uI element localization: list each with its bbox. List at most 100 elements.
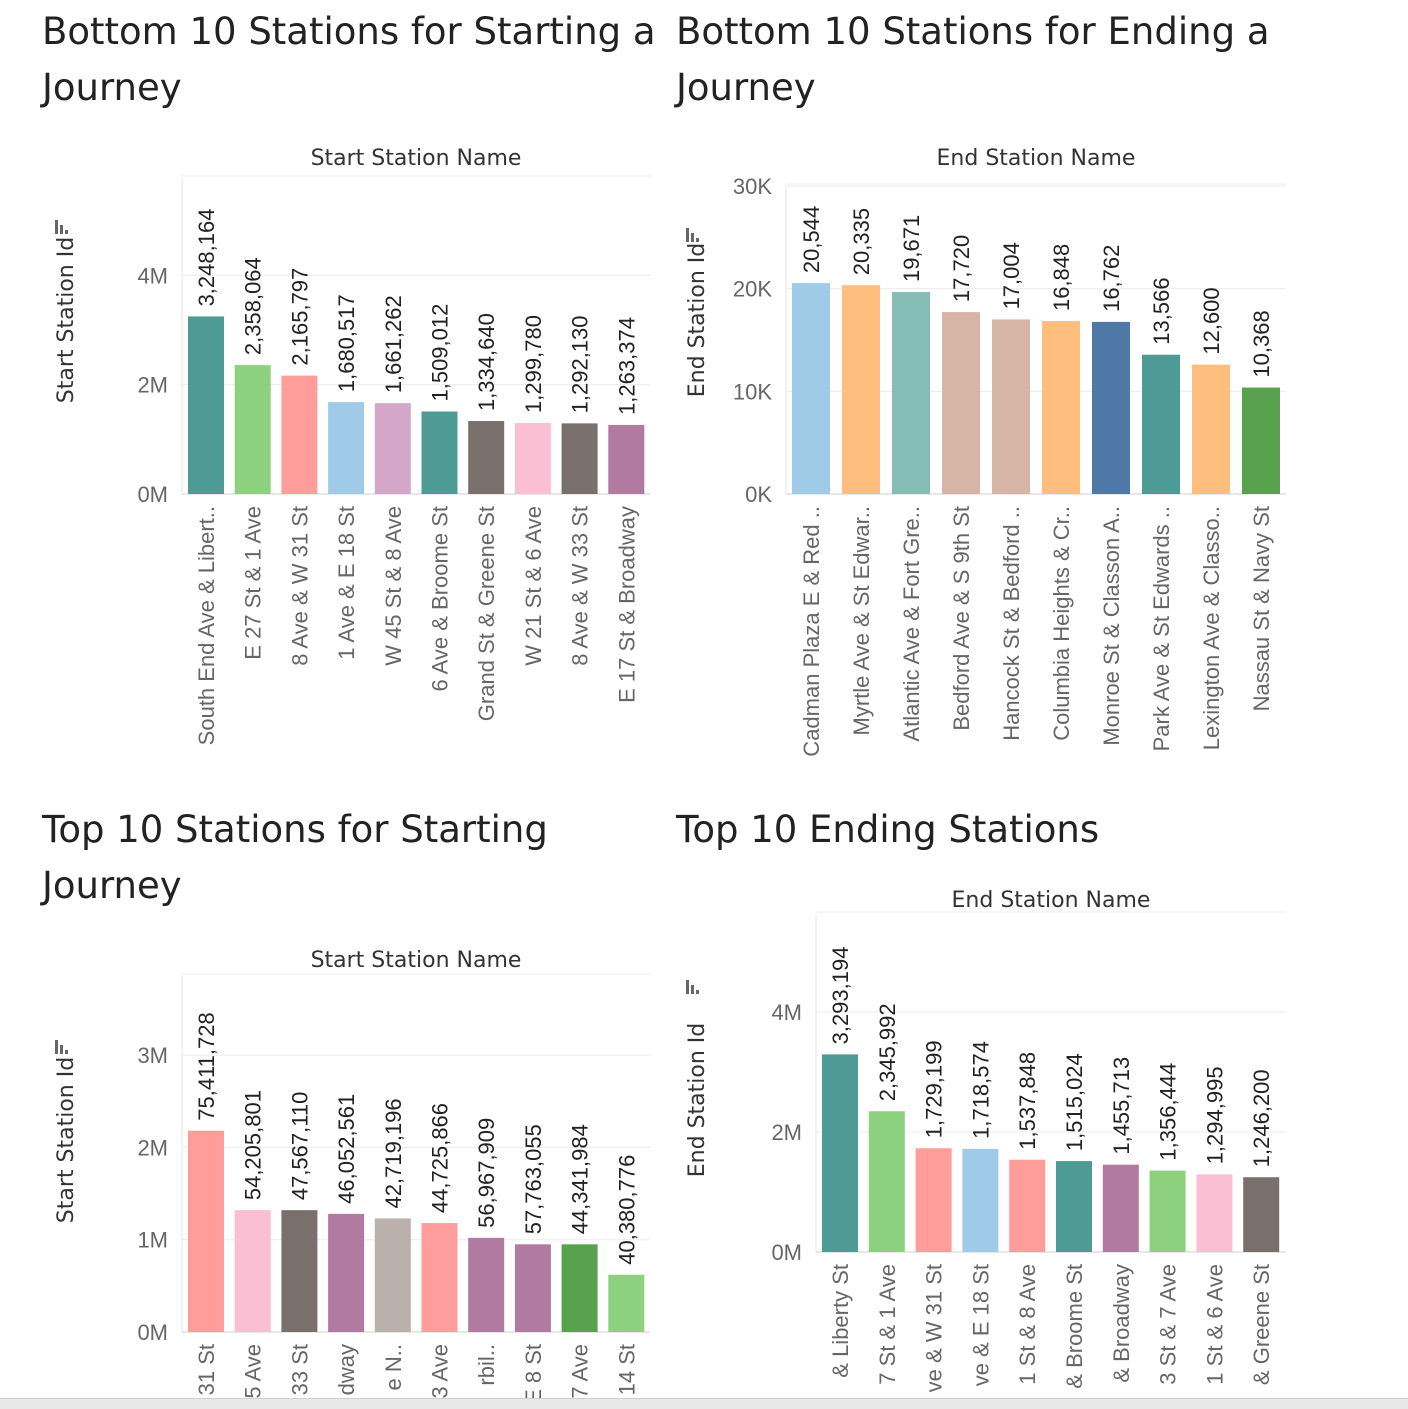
bar[interactable] — [1196, 1174, 1233, 1252]
sort-icon[interactable] — [55, 220, 68, 234]
x-tick-label: Cadman Plaza E & Red .. — [799, 506, 824, 757]
bar[interactable] — [608, 1274, 645, 1332]
bar[interactable] — [1009, 1159, 1046, 1252]
bar[interactable] — [608, 424, 645, 494]
bar[interactable] — [234, 1210, 271, 1332]
x-tick-label: Nassau St & Navy St — [1249, 506, 1274, 711]
x-tick-label: ve & E 18 St — [968, 1264, 993, 1386]
data-label: 13,566 — [1149, 277, 1174, 344]
panel-top-start: Top 10 Stations for Starting Journey Sta… — [0, 800, 660, 1404]
data-label: 1,661,262 — [381, 295, 406, 393]
bar[interactable] — [792, 283, 830, 494]
bar[interactable] — [1102, 1164, 1139, 1252]
bar[interactable] — [188, 316, 224, 494]
x-tick-label: 8 Ave & W 31 St — [287, 506, 312, 666]
x-tick-label: E 27 St & 1 Ave — [241, 506, 266, 660]
sort-icon[interactable] — [55, 1040, 68, 1054]
bar[interactable] — [374, 403, 411, 494]
bar[interactable] — [1192, 364, 1230, 494]
bar[interactable] — [468, 1237, 505, 1332]
x-tick-label: 33 St — [287, 1344, 312, 1395]
bar[interactable] — [561, 1244, 598, 1332]
data-label: 1,263,374 — [614, 317, 639, 415]
column-header: End Station Name — [952, 888, 1151, 913]
bar[interactable] — [892, 292, 930, 494]
y-tick-label: 0M — [137, 482, 168, 507]
x-tick-label: 1 Ave & E 18 St — [334, 506, 359, 660]
bar[interactable] — [842, 285, 880, 494]
bar[interactable] — [514, 422, 551, 494]
bar[interactable] — [992, 319, 1030, 494]
x-tick-label: 3 Ave — [428, 1344, 453, 1399]
x-tick-label: rbil.. — [474, 1344, 499, 1386]
bar[interactable] — [234, 365, 271, 494]
bar[interactable] — [281, 1210, 318, 1332]
data-label: 1,334,640 — [474, 313, 499, 411]
y-tick-label: 0K — [745, 482, 772, 507]
bar[interactable] — [421, 411, 458, 494]
x-tick-label: 8 Ave & W 33 St — [568, 506, 593, 666]
x-tick-label: W 45 St & 8 Ave — [381, 506, 406, 666]
data-label: 20,544 — [799, 206, 824, 273]
data-label: 1,294,995 — [1202, 1066, 1227, 1164]
data-label: 1,356,444 — [1156, 1063, 1181, 1161]
panel-title: Bottom 10 Stations for Ending a Journey — [676, 10, 1270, 109]
bar[interactable] — [915, 1148, 952, 1252]
x-tick-label: South End Ave & Libert.. — [194, 506, 219, 745]
bar[interactable] — [561, 423, 598, 494]
bar[interactable] — [188, 1130, 224, 1332]
bar[interactable] — [962, 1148, 999, 1252]
x-tick-label: Park Ave & St Edwards .. — [1149, 506, 1174, 751]
bar[interactable] — [328, 1213, 365, 1332]
data-label: 56,967,909 — [474, 1118, 499, 1228]
x-tick-label: 6 Ave & Broome St — [428, 506, 453, 691]
data-label: 20,335 — [849, 208, 874, 275]
y-tick-label: 4M — [771, 1000, 802, 1025]
data-label: 1,718,574 — [968, 1041, 993, 1139]
panel-title: Top 10 Stations for Starting Journey — [42, 808, 548, 907]
horizontal-scrollbar[interactable] — [0, 1398, 1408, 1409]
bar[interactable] — [281, 375, 318, 494]
bar[interactable] — [374, 1218, 411, 1332]
bar[interactable] — [514, 1244, 551, 1332]
y-tick-label: 30K — [733, 174, 772, 199]
data-label: 16,762 — [1099, 245, 1124, 312]
bar[interactable] — [1092, 321, 1130, 494]
sort-icon[interactable] — [686, 228, 699, 242]
bar[interactable] — [328, 402, 365, 494]
data-label: 2,165,797 — [287, 268, 312, 366]
bar[interactable] — [1056, 1161, 1092, 1252]
bar[interactable] — [1042, 321, 1080, 494]
y-tick-label: 10K — [733, 379, 772, 404]
bar[interactable] — [1242, 387, 1280, 494]
y-tick-label: 4M — [137, 263, 168, 288]
data-label: 1,299,780 — [521, 315, 546, 413]
bar[interactable] — [942, 312, 980, 494]
data-label: 2,358,064 — [241, 257, 266, 355]
bar[interactable] — [468, 421, 505, 494]
data-label: 2,345,992 — [875, 1003, 900, 1101]
bar[interactable] — [868, 1111, 905, 1252]
y-tick-label: 2M — [771, 1120, 802, 1145]
x-tick-label: Myrtle Ave & St Edwar.. — [849, 506, 874, 735]
y-tick-label: 0M — [771, 1240, 802, 1265]
bar[interactable] — [1243, 1177, 1280, 1252]
data-label: 1,729,199 — [922, 1040, 947, 1138]
sort-icon[interactable] — [686, 980, 699, 994]
y-axis-label: Start Station Id — [54, 1057, 79, 1223]
bar[interactable] — [421, 1223, 458, 1332]
bar[interactable] — [1142, 354, 1180, 494]
data-label: 1,515,024 — [1062, 1053, 1087, 1151]
x-tick-label: & Greene St — [1249, 1264, 1274, 1385]
bar[interactable] — [822, 1054, 858, 1252]
data-label: 46,052,561 — [334, 1094, 359, 1204]
x-tick-label: 5 Ave — [241, 1344, 266, 1399]
y-tick-label: 20K — [733, 277, 772, 302]
x-tick-label: Grand St & Greene St — [474, 506, 499, 721]
data-label: 47,567,110 — [287, 1092, 312, 1200]
panel-title: Top 10 Ending Stations — [676, 808, 1100, 851]
y-axis-label: Start Station Id — [54, 237, 79, 403]
data-label: 1,680,517 — [334, 294, 359, 392]
bar[interactable] — [1149, 1170, 1186, 1252]
data-label: 1,292,130 — [568, 315, 593, 413]
